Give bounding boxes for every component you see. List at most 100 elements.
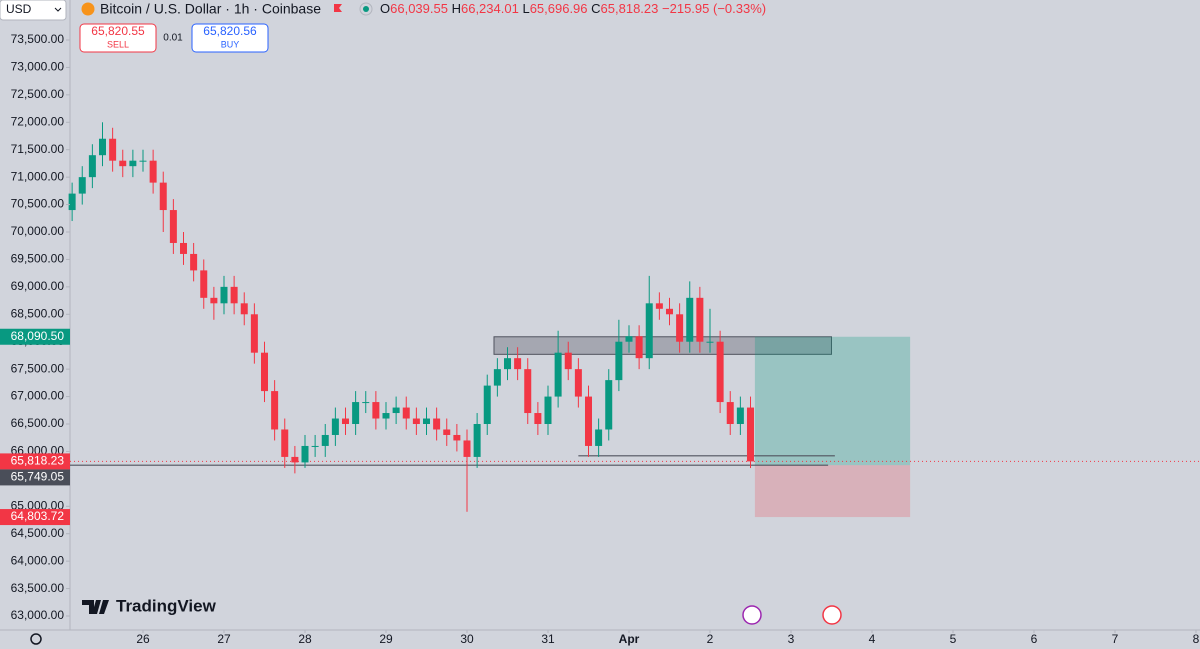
currency-select[interactable]	[0, 0, 67, 21]
axes: 63,000.00 63,500.00 64,000.00 64,500.00 65,0…	[0, 32, 1200, 646]
ohlc-value: 66,039.55	[390, 1, 448, 16]
x-tick-label: 8	[1193, 632, 1200, 646]
ohlc-letter: C	[591, 1, 600, 16]
ohlc-letter: L	[522, 1, 529, 16]
candle-body	[676, 314, 684, 342]
candle-body	[331, 418, 339, 435]
buy-text: BUY	[221, 39, 240, 49]
candle-body	[179, 242, 187, 254]
y-tick-label: 70,500.00	[11, 197, 65, 211]
price-tag-label: 64,803.72	[11, 509, 65, 523]
ohlc-value: 65,696.96	[530, 1, 588, 16]
candle-body	[88, 155, 96, 178]
candle-body	[443, 429, 451, 435]
candle-body	[595, 429, 603, 446]
candle-body	[250, 314, 258, 353]
currency: USD	[6, 2, 32, 16]
y-tick-label: 69,000.00	[11, 279, 65, 293]
candle-body	[665, 308, 673, 315]
candle-body	[736, 407, 744, 425]
candle-body	[230, 286, 238, 304]
y-tick-label: 63,000.00	[11, 608, 65, 622]
x-tick-label: 31	[541, 632, 555, 646]
x-tick-label: 2	[707, 632, 714, 646]
candle-body	[159, 182, 167, 211]
candle-body	[190, 253, 198, 271]
candle-body	[686, 297, 694, 342]
ohlc-value: 65,818.23	[601, 1, 659, 16]
x-tick-label: 4	[869, 632, 876, 646]
y-tick-label: 65,000.00	[11, 498, 65, 512]
x-tick-label: 5	[950, 632, 957, 646]
candle-body	[422, 418, 430, 425]
x-tick-label: 30	[460, 632, 474, 646]
candle-body	[341, 418, 349, 425]
position-target	[754, 336, 911, 466]
candle-body	[574, 369, 582, 397]
candle-body	[605, 380, 613, 430]
y-tick-label: 73,000.00	[11, 60, 65, 74]
logo	[82, 600, 109, 614]
candle-body	[220, 286, 228, 304]
sell-button[interactable]	[79, 23, 157, 53]
x-tick-label: Apr	[619, 632, 640, 646]
event-icon[interactable]	[822, 605, 842, 625]
candle-body	[321, 434, 329, 446]
y-tick-label: 64,500.00	[11, 526, 65, 540]
candle-body	[716, 341, 724, 403]
candles	[68, 122, 754, 512]
candle-body	[68, 193, 76, 211]
candle-body	[746, 407, 754, 462]
y-tick-label: 72,000.00	[11, 114, 65, 128]
candle-body	[119, 160, 127, 167]
buy-button[interactable]	[191, 23, 269, 53]
candle-body	[524, 369, 532, 414]
change: (−0.33%)	[713, 1, 766, 16]
buy-price: 65,820.56	[203, 24, 257, 38]
candle-body	[412, 418, 420, 425]
x-tick-label: 7	[1112, 632, 1119, 646]
flag-icon	[334, 4, 342, 12]
candle-body	[554, 352, 562, 397]
brand-name: TradingView	[116, 596, 217, 615]
x-tick-label: 28	[298, 632, 312, 646]
resistance-zone	[493, 336, 832, 355]
chevron	[54, 7, 62, 12]
x-tick-label: 6	[1031, 632, 1038, 646]
event-icon[interactable]	[742, 605, 762, 625]
price-tag	[0, 509, 70, 526]
candle-body	[635, 336, 643, 359]
candle-body	[260, 352, 268, 392]
candle-body	[291, 456, 299, 463]
x-tick-label: 26	[136, 632, 150, 646]
candle-body	[281, 429, 289, 457]
candle-body	[514, 358, 522, 370]
y-tick-label: 67,500.00	[11, 361, 65, 375]
y-tick-label: 64,000.00	[11, 553, 65, 567]
status-dot	[363, 6, 369, 12]
y-tick-label: 73,500.00	[11, 32, 65, 46]
y-tick-label: 72,500.00	[11, 87, 65, 101]
y-tick-label: 70,000.00	[11, 224, 65, 238]
spread: 0.01	[163, 33, 183, 44]
y-tick-label: 66,500.00	[11, 416, 65, 430]
x-tick-label: 3	[788, 632, 795, 646]
price-tag-label: 68,090.50	[11, 329, 65, 343]
candle-body	[655, 303, 663, 309]
ohlc-letter: O	[380, 1, 390, 16]
candle-body	[534, 413, 542, 425]
settings-icon[interactable]	[30, 633, 42, 645]
y-tick-label: 68,500.00	[11, 306, 65, 320]
price-tag	[0, 453, 70, 470]
candle-body	[169, 210, 177, 243]
candle-body	[584, 396, 592, 446]
y-tick-label: 67,000.00	[11, 389, 65, 403]
candle-body	[402, 407, 410, 419]
candle-body	[139, 160, 147, 162]
btc-icon	[81, 2, 95, 16]
candle-body	[271, 391, 279, 430]
candle-body	[726, 402, 734, 425]
candle-body	[78, 177, 86, 194]
